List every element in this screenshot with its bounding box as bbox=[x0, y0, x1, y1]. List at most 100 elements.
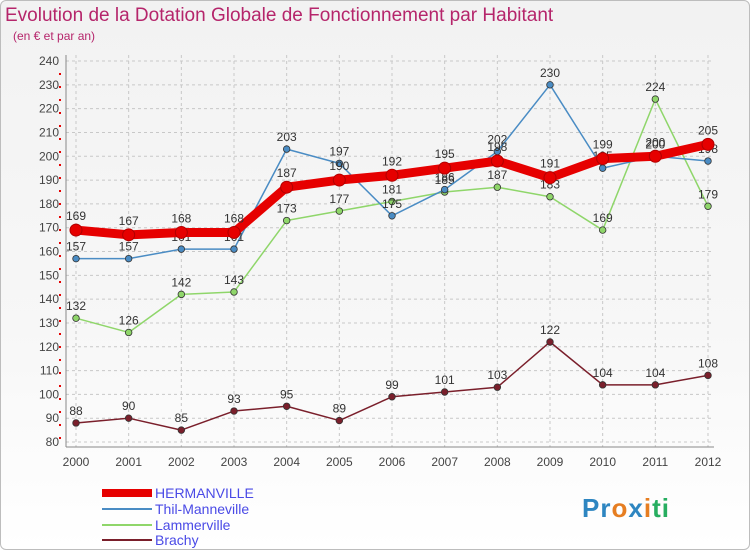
data-label: 95 bbox=[280, 387, 294, 401]
data-point bbox=[72, 314, 80, 322]
data-point bbox=[701, 137, 715, 151]
data-point bbox=[335, 207, 344, 215]
y-tick-label: 180 bbox=[39, 197, 59, 211]
y-tick-label: 160 bbox=[39, 245, 59, 259]
data-label: 157 bbox=[66, 240, 86, 254]
data-label: 185 bbox=[435, 173, 455, 187]
data-point bbox=[280, 180, 294, 194]
data-label: 88 bbox=[69, 404, 83, 418]
legend-label: Lammerville bbox=[155, 517, 231, 533]
data-point bbox=[69, 223, 83, 237]
data-label: 103 bbox=[487, 368, 507, 382]
proxiti-logo: Proxiti bbox=[582, 493, 670, 524]
x-tick-label: 2011 bbox=[642, 455, 668, 469]
axis-tick-mark bbox=[59, 242, 61, 244]
data-label: 179 bbox=[698, 187, 718, 201]
data-point bbox=[282, 216, 291, 225]
data-point bbox=[388, 197, 396, 206]
data-label: 108 bbox=[698, 356, 718, 370]
x-tick-label: 2007 bbox=[431, 455, 458, 469]
data-point bbox=[230, 288, 238, 296]
axis-tick-mark bbox=[59, 229, 61, 231]
data-label: 143 bbox=[224, 273, 244, 287]
axis-tick-mark bbox=[59, 151, 61, 153]
data-point bbox=[598, 164, 607, 172]
data-point bbox=[124, 328, 133, 337]
axis-tick-mark bbox=[59, 372, 61, 374]
series-hermanville: 169 167 168 168 187 190 192 195 198 191 199 200 205 bbox=[66, 123, 718, 242]
x-tick-label: 2010 bbox=[589, 455, 616, 469]
data-point bbox=[440, 185, 449, 194]
axis-tick-mark bbox=[59, 255, 61, 257]
data-point bbox=[704, 157, 712, 165]
data-label: 175 bbox=[382, 197, 402, 211]
chart-subtitle: (en € et par an) bbox=[13, 29, 96, 43]
data-point bbox=[493, 383, 502, 391]
data-point bbox=[651, 381, 660, 389]
x-tick-label: 2005 bbox=[326, 455, 353, 469]
data-point bbox=[124, 414, 133, 422]
data-point bbox=[335, 159, 344, 168]
data-point bbox=[227, 225, 241, 239]
data-point bbox=[648, 149, 662, 163]
data-label: 168 bbox=[224, 211, 244, 225]
data-point bbox=[174, 225, 188, 239]
data-label: 187 bbox=[277, 166, 297, 180]
data-label: 85 bbox=[175, 411, 189, 425]
data-point bbox=[704, 202, 712, 210]
data-label: 104 bbox=[593, 366, 613, 380]
data-label: 167 bbox=[119, 214, 139, 228]
data-label: 195 bbox=[435, 147, 455, 161]
data-point bbox=[651, 95, 660, 103]
logo-letter: t bbox=[652, 493, 662, 523]
data-point bbox=[177, 245, 186, 253]
data-label: 197 bbox=[329, 144, 349, 158]
y-tick-label: 200 bbox=[39, 149, 59, 163]
x-tick-label: 2002 bbox=[168, 455, 195, 469]
axis-tick-mark bbox=[59, 86, 61, 88]
data-label: 198 bbox=[487, 140, 507, 154]
data-label: 168 bbox=[171, 211, 191, 225]
y-tick-label: 230 bbox=[39, 78, 59, 92]
axis-tick-mark bbox=[59, 294, 61, 296]
data-point bbox=[493, 183, 502, 191]
x-tick-label: 2004 bbox=[273, 455, 300, 469]
legend-label: Brachy bbox=[155, 532, 199, 548]
data-label: 157 bbox=[119, 240, 139, 254]
x-tick-label: 2008 bbox=[484, 455, 511, 469]
x-tick-label: 2009 bbox=[537, 455, 564, 469]
data-point bbox=[230, 407, 238, 415]
axis-tick-mark bbox=[59, 398, 61, 400]
data-point bbox=[598, 226, 607, 234]
y-tick-label: 90 bbox=[46, 411, 60, 425]
data-label: 132 bbox=[66, 299, 86, 313]
x-tick-label: 2003 bbox=[221, 455, 248, 469]
axis-tick-mark bbox=[59, 177, 61, 179]
data-label: 230 bbox=[540, 66, 560, 80]
data-point bbox=[546, 338, 554, 346]
axis-tick-mark bbox=[59, 437, 61, 439]
data-label: 202 bbox=[487, 132, 507, 146]
data-label: 90 bbox=[122, 399, 136, 413]
data-point bbox=[388, 393, 396, 401]
logo-letter: P bbox=[582, 493, 601, 523]
y-tick-label: 130 bbox=[39, 316, 59, 330]
axis-tick-mark bbox=[59, 307, 61, 309]
x-tick-label: 2012 bbox=[695, 455, 722, 469]
legend-label: HERMANVILLE bbox=[155, 485, 254, 501]
logo-letter: o bbox=[611, 493, 629, 523]
data-point bbox=[177, 426, 186, 434]
data-point bbox=[282, 402, 291, 410]
data-label: 190 bbox=[329, 159, 349, 173]
data-point bbox=[385, 168, 399, 182]
y-tick-label: 190 bbox=[39, 173, 59, 187]
axis-tick-mark bbox=[59, 99, 61, 101]
data-label: 192 bbox=[382, 154, 402, 168]
data-label: 93 bbox=[227, 392, 241, 406]
y-tick-label: 110 bbox=[40, 364, 59, 378]
data-point bbox=[124, 254, 133, 263]
data-label: 224 bbox=[645, 80, 665, 94]
axis-tick-mark bbox=[59, 346, 61, 348]
axis-tick-mark bbox=[59, 216, 61, 218]
